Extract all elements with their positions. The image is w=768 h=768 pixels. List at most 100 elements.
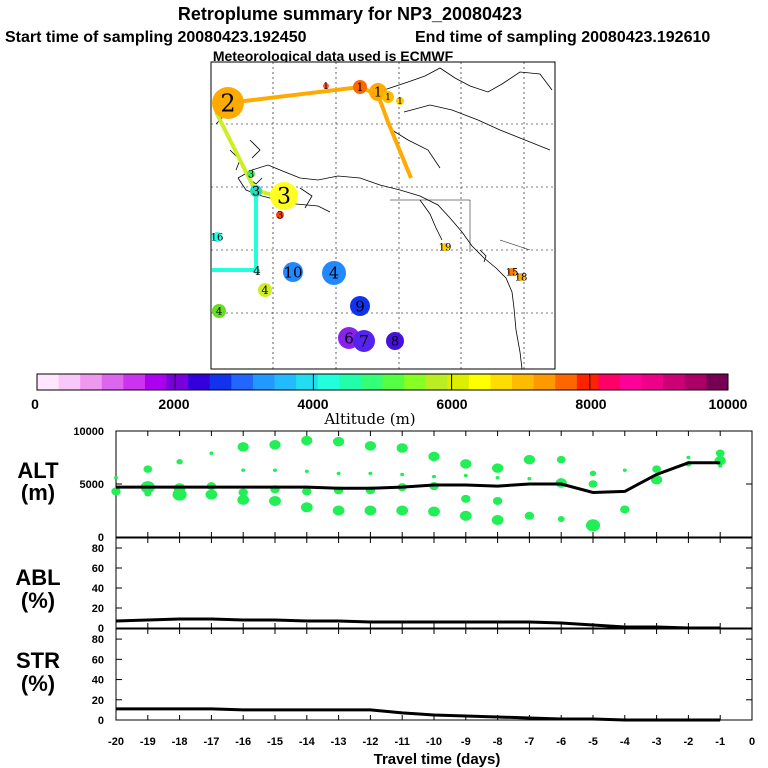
alt-point <box>585 519 601 532</box>
alt-point <box>527 477 532 481</box>
end-time-label: End time of sampling 20080423.192610 <box>415 29 710 46</box>
day-marker-dot <box>322 261 346 285</box>
alt-point <box>396 443 408 453</box>
day-marker-dot <box>283 262 303 282</box>
day-marker: 19 <box>439 243 452 254</box>
y-tick-label: 20 <box>92 695 104 707</box>
colorbar-swatch <box>533 374 556 390</box>
x-tick-label: -7 <box>525 736 535 748</box>
x-tick-label: -20 <box>108 736 124 748</box>
day-marker-label: 7 <box>359 332 369 351</box>
day-marker-label: 2 <box>220 89 235 117</box>
alt-point <box>463 473 468 478</box>
alt-point <box>143 465 153 473</box>
day-marker: 4 <box>258 283 272 297</box>
colorbar-swatch <box>684 374 707 390</box>
colorbar-swatch <box>576 374 599 390</box>
alt-point <box>557 516 565 522</box>
alt-point <box>176 459 183 465</box>
alt-point <box>336 471 341 476</box>
day-marker: 4 <box>322 261 346 285</box>
alt-point <box>368 471 373 476</box>
map-frame <box>210 61 556 370</box>
day-marker-label: 3 <box>277 211 283 222</box>
day-marker: 10 <box>283 262 303 282</box>
colorbar-swatch <box>360 374 383 390</box>
day-marker-label: 3 <box>252 185 260 200</box>
colorbar-tick-2000: 2000 <box>158 396 189 412</box>
day-marker-label: 4 <box>329 264 339 283</box>
day-marker-dot <box>323 83 329 89</box>
figure-title: Retroplume summary for NP3_20080423 <box>178 4 522 24</box>
colorbar-swatch <box>80 374 103 390</box>
alt-point <box>461 494 471 503</box>
day-marker-dot <box>441 243 449 251</box>
alt-point <box>144 490 152 497</box>
x-tick-label: -13 <box>331 736 347 748</box>
y-tick-label: 40 <box>92 675 104 687</box>
day-marker: 1 <box>353 80 367 94</box>
day-marker: 9 <box>350 296 370 316</box>
day-marker: 3 <box>276 211 284 222</box>
alt-point <box>237 494 250 505</box>
colorbar-tick-8000: 8000 <box>575 396 606 412</box>
colorbar-swatch <box>339 374 362 390</box>
day-marker-dot <box>247 170 255 178</box>
day-marker-dot <box>270 182 298 210</box>
day-marker: 3 <box>250 185 262 200</box>
colorbar-swatch <box>404 374 427 390</box>
x-tick-label: -19 <box>140 736 156 748</box>
day-marker: 15 <box>506 268 519 279</box>
colorbar-swatch <box>144 374 168 390</box>
colorbar-swatch <box>512 374 535 390</box>
x-tick-label: -1 <box>715 736 725 748</box>
day-marker-dot <box>396 97 404 105</box>
x-tick-label: -16 <box>235 736 251 748</box>
alt-point <box>396 505 409 516</box>
day-marker-label: 6 <box>344 329 354 347</box>
panel-str: 0 20 40 60 80 <box>92 628 753 727</box>
altitude-colorbar <box>36 373 729 391</box>
alt-point <box>523 454 536 465</box>
alt-mean-line <box>116 461 721 494</box>
x-tick-label: -9 <box>461 736 471 748</box>
day-marker: 4 <box>253 264 261 278</box>
map-gridlines <box>211 62 555 369</box>
colorbar-title: Altitude (m) <box>323 410 415 428</box>
y-tick-label: 10000 <box>73 426 104 438</box>
day-marker-label: 3 <box>248 170 254 181</box>
colorbar-swatch <box>37 374 60 390</box>
alt-point <box>302 487 312 496</box>
colorbar-swatch <box>209 374 232 390</box>
alt-point <box>333 436 345 447</box>
y-tick-label: 20 <box>92 603 104 615</box>
alt-point <box>715 449 725 458</box>
x-axis-label: Travel time (days) <box>374 751 501 768</box>
colorbar-swatch <box>468 374 491 390</box>
day-marker-label: 4 <box>253 264 261 278</box>
colorbar-swatch <box>123 374 146 390</box>
day-marker: 7 <box>353 330 375 352</box>
day-marker: 1 <box>323 82 329 92</box>
x-tick-label: -17 <box>203 736 219 748</box>
day-marker: 1 <box>396 97 404 107</box>
x-tick-label: -11 <box>395 736 410 748</box>
alt-point <box>241 468 246 472</box>
day-marker: 2 <box>212 87 244 119</box>
alt-point <box>622 468 627 472</box>
alt-point <box>524 511 535 520</box>
day-marker-label: 10 <box>283 263 302 281</box>
panel-frame <box>115 628 753 721</box>
alt-point <box>460 459 472 469</box>
day-marker: 3 <box>270 182 298 210</box>
colorbar-swatch <box>101 374 124 390</box>
day-marker-dot <box>517 273 525 281</box>
abl-panel-label: ABL <box>15 565 60 590</box>
colorbar-swatch <box>58 374 81 390</box>
alt-point <box>269 440 281 450</box>
day-marker-label: 9 <box>355 297 365 315</box>
colorbar-swatch <box>598 374 621 390</box>
